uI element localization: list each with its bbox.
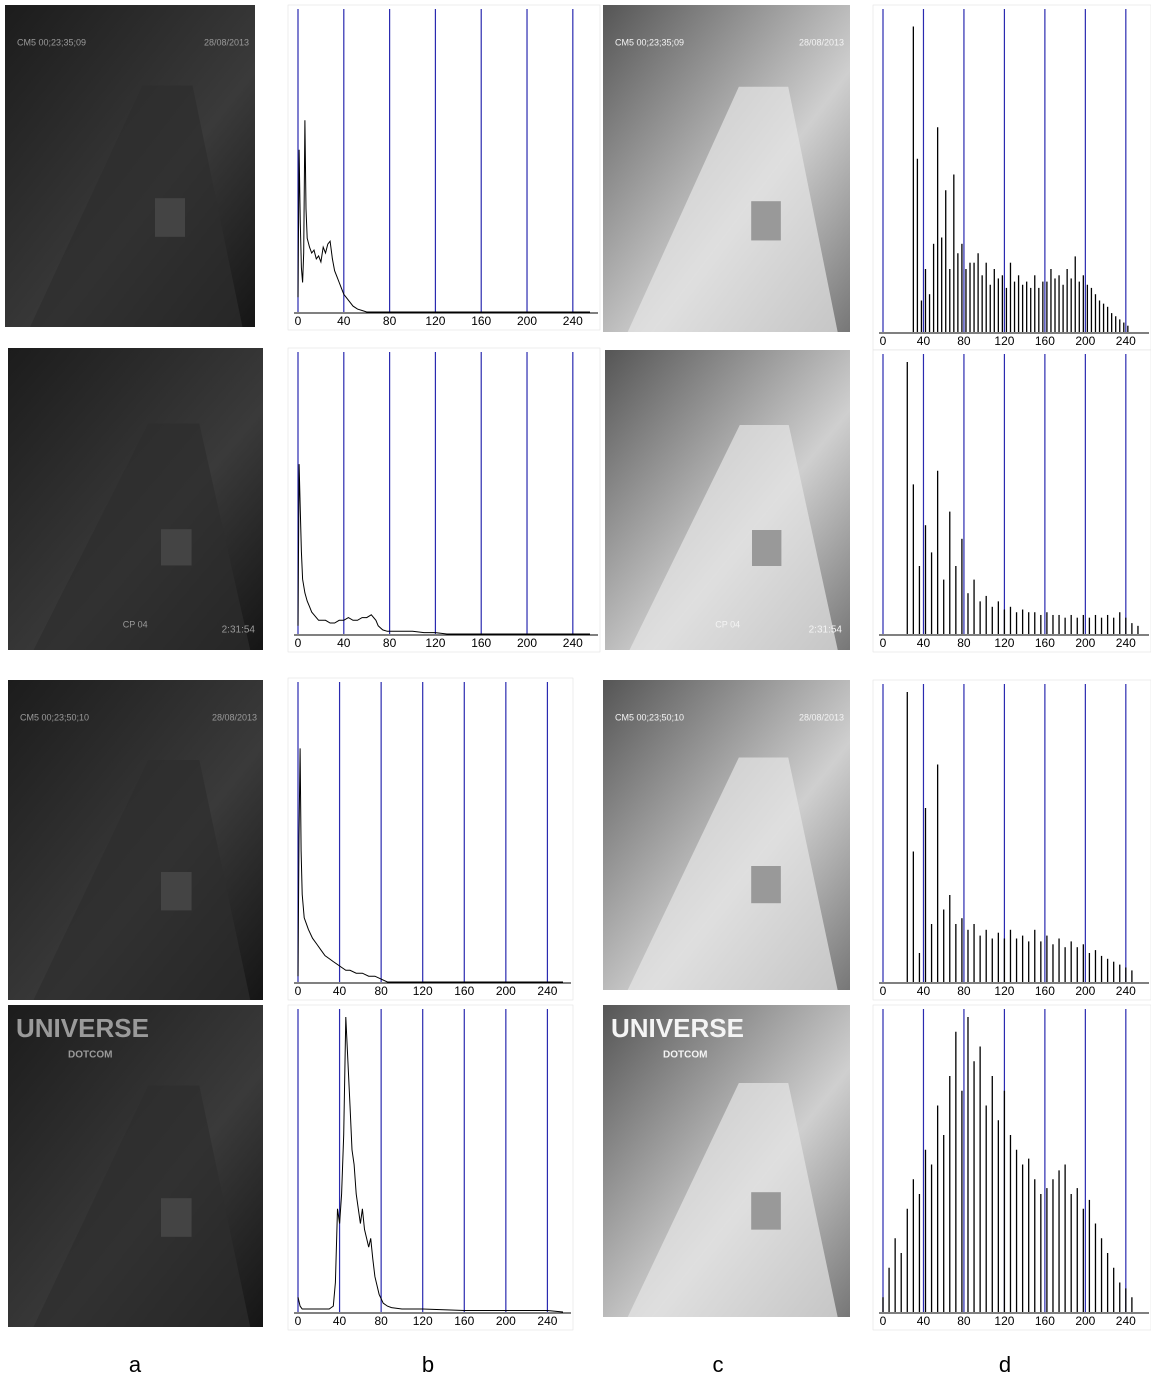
x-tick-label: 240 <box>1116 984 1136 998</box>
photo-overlay-text: UNIVERSE <box>16 1013 149 1043</box>
photo-object <box>751 201 781 240</box>
x-tick-label: 40 <box>917 1314 931 1328</box>
x-tick-label: 80 <box>374 1314 388 1328</box>
x-tick-label: 80 <box>957 636 971 650</box>
x-tick-label: 160 <box>1035 1314 1055 1328</box>
x-tick-label: 240 <box>563 636 583 650</box>
photo-overlay-text: CM5 00;23;50;10 <box>615 712 684 722</box>
photo-overlay-text: 28/08/2013 <box>204 37 249 47</box>
photo-overlay-text: UNIVERSE <box>611 1013 744 1043</box>
x-tick-label: 120 <box>413 1314 433 1328</box>
x-tick-label: 0 <box>880 1314 887 1328</box>
photo-overlay-text: DOTCOM <box>68 1050 112 1061</box>
x-tick-label: 240 <box>563 314 583 328</box>
x-tick-label: 40 <box>917 334 931 348</box>
photo-overlay-text: 28/08/2013 <box>212 712 257 722</box>
x-tick-label: 160 <box>1035 984 1055 998</box>
photo-overlay-text: CM5 00;23;35;09 <box>615 37 684 47</box>
x-tick-label: 200 <box>1075 984 1095 998</box>
x-tick-label: 0 <box>880 984 887 998</box>
x-tick-label: 0 <box>295 636 302 650</box>
x-tick-label: 120 <box>994 334 1014 348</box>
photo-overlay-text: CP 04 <box>123 619 148 629</box>
photo-overlay-text: 2:31:54 <box>222 625 256 636</box>
photo-overlay-text: DOTCOM <box>663 1050 707 1061</box>
x-tick-label: 200 <box>517 636 537 650</box>
x-tick-label: 240 <box>537 984 557 998</box>
photo-overlay-text: 28/08/2013 <box>799 712 844 722</box>
x-tick-label: 160 <box>1035 636 1055 650</box>
photo-object <box>155 198 185 237</box>
x-tick-label: 40 <box>333 1314 347 1328</box>
column-label: d <box>999 1352 1011 1377</box>
photo-object <box>161 529 192 565</box>
photo-object <box>751 866 781 903</box>
x-tick-label: 120 <box>994 636 1014 650</box>
photo-object <box>751 1192 781 1229</box>
x-tick-label: 80 <box>374 984 388 998</box>
photo-overlay-text: CP 04 <box>715 619 740 629</box>
x-tick-label: 200 <box>1075 1314 1095 1328</box>
x-tick-label: 0 <box>295 1314 302 1328</box>
x-tick-label: 0 <box>880 636 887 650</box>
x-tick-label: 80 <box>957 1314 971 1328</box>
histogram-frame <box>873 350 1151 652</box>
x-tick-label: 0 <box>295 984 302 998</box>
histogram-frame <box>288 5 600 330</box>
x-tick-label: 240 <box>1116 334 1136 348</box>
photo-overlay-text: 28/08/2013 <box>799 37 844 47</box>
x-tick-label: 40 <box>917 984 931 998</box>
x-tick-label: 40 <box>337 636 351 650</box>
column-label: a <box>129 1352 142 1377</box>
figure: CM5 00;23;35;09 28/08/2013 CM5 00;23;35;09… <box>0 0 1151 1383</box>
histogram-frame <box>288 1005 573 1330</box>
photo-object <box>752 530 781 566</box>
photo-overlay-text: CM5 00;23;35;09 <box>17 37 86 47</box>
x-tick-label: 120 <box>994 984 1014 998</box>
x-tick-label: 160 <box>454 984 474 998</box>
x-tick-label: 240 <box>537 1314 557 1328</box>
x-tick-label: 200 <box>1075 334 1095 348</box>
x-tick-label: 80 <box>383 636 397 650</box>
page: CM5 00;23;35;09 28/08/2013 CM5 00;23;35;09… <box>0 0 1151 1388</box>
x-tick-label: 40 <box>333 984 347 998</box>
x-tick-label: 200 <box>496 1314 516 1328</box>
column-label: b <box>422 1352 434 1377</box>
x-tick-label: 240 <box>1116 636 1136 650</box>
x-tick-label: 160 <box>454 1314 474 1328</box>
x-tick-label: 0 <box>880 334 887 348</box>
x-tick-label: 200 <box>517 314 537 328</box>
x-tick-label: 120 <box>425 314 445 328</box>
x-tick-label: 40 <box>917 636 931 650</box>
x-tick-label: 200 <box>1075 636 1095 650</box>
x-tick-label: 80 <box>957 984 971 998</box>
photo-object <box>161 872 192 910</box>
x-tick-label: 160 <box>471 636 491 650</box>
histogram-frame <box>873 1005 1151 1330</box>
x-tick-label: 0 <box>295 314 302 328</box>
histogram-frame <box>873 5 1151 350</box>
x-tick-label: 160 <box>1035 334 1055 348</box>
histogram-frame <box>288 348 600 652</box>
photo-overlay-text: 2:31:54 <box>809 625 843 636</box>
column-label: c <box>713 1352 724 1377</box>
x-tick-label: 40 <box>337 314 351 328</box>
x-tick-label: 160 <box>471 314 491 328</box>
histogram-frame <box>288 678 573 1000</box>
x-tick-label: 120 <box>994 1314 1014 1328</box>
x-tick-label: 80 <box>957 334 971 348</box>
x-tick-label: 240 <box>1116 1314 1136 1328</box>
x-tick-label: 120 <box>425 636 445 650</box>
photo-object <box>161 1198 192 1237</box>
photo-overlay-text: CM5 00;23;50;10 <box>20 712 89 722</box>
x-tick-label: 80 <box>383 314 397 328</box>
x-tick-label: 200 <box>496 984 516 998</box>
x-tick-label: 120 <box>413 984 433 998</box>
histogram-frame <box>873 680 1151 1000</box>
